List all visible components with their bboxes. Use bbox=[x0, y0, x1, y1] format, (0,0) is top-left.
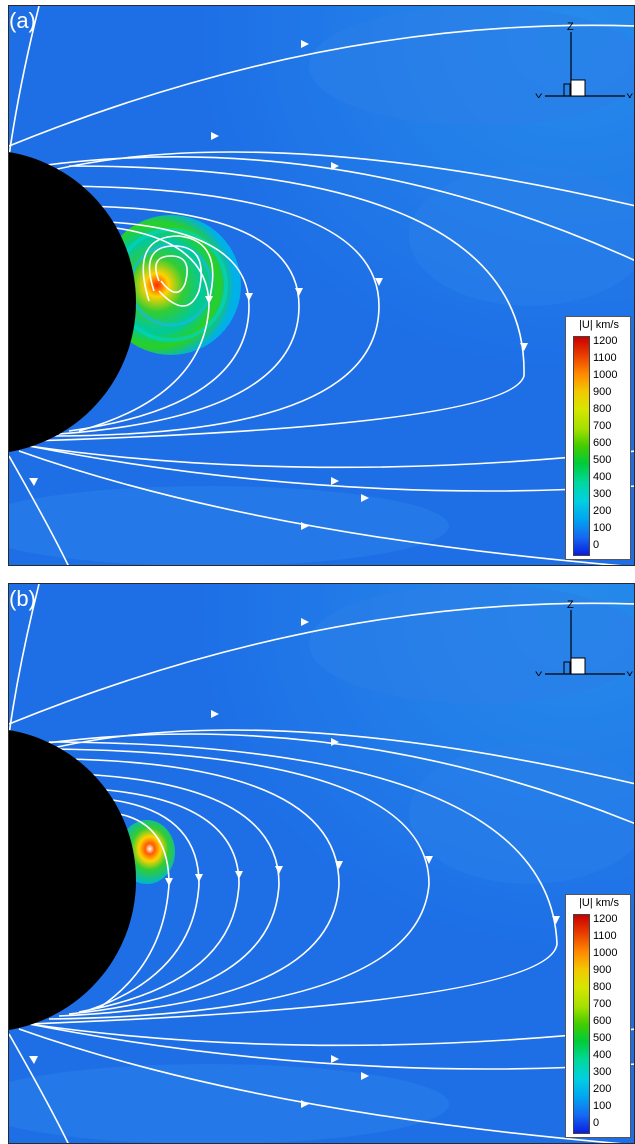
axis-x-label: X bbox=[626, 670, 634, 676]
legend-tick: 800 bbox=[593, 403, 612, 415]
axis-y-label: Y bbox=[535, 670, 543, 676]
legend-tick: 0 bbox=[593, 539, 600, 551]
legend-tick: 500 bbox=[593, 454, 612, 466]
legend-title-b: |U| km/s bbox=[579, 897, 619, 909]
axis-x-label: X bbox=[626, 92, 634, 98]
velocity-field-a bbox=[9, 6, 634, 565]
legend-tick: 700 bbox=[593, 420, 612, 432]
streamline-arrows-b bbox=[29, 618, 560, 1108]
color-legend-a: |U| km/s 1200 1100 1000 900 800 700 600 … bbox=[565, 316, 631, 560]
axis-y-label: Y bbox=[535, 92, 543, 98]
legend-colorbar-a bbox=[573, 336, 590, 556]
legend-tick: 200 bbox=[593, 1083, 612, 1095]
legend-tick: 400 bbox=[593, 1049, 612, 1061]
legend-tick: 400 bbox=[593, 471, 612, 483]
legend-title-a: |U| km/s bbox=[579, 319, 619, 331]
velocity-field-b bbox=[9, 584, 634, 1143]
legend-tick: 200 bbox=[593, 505, 612, 517]
legend-colorbar-b bbox=[573, 914, 590, 1134]
streamlines-a bbox=[9, 6, 634, 565]
streamline-arrows-a bbox=[29, 40, 528, 530]
legend-tick: 1100 bbox=[593, 930, 617, 942]
legend-tick: 0 bbox=[593, 1117, 600, 1129]
axis-triad-a: Z Y X bbox=[535, 21, 634, 98]
panel-label-b: (b) bbox=[9, 586, 36, 611]
panel-label-a: (a) bbox=[9, 8, 36, 33]
axis-z-label: Z bbox=[567, 599, 574, 611]
legend-tick: 900 bbox=[593, 386, 612, 398]
legend-tick: 100 bbox=[593, 522, 612, 534]
panel-a: (a) Z Y X |U| km/s 1200 1100 1000 900 80… bbox=[8, 5, 635, 566]
legend-tick: 800 bbox=[593, 981, 612, 993]
legend-tick-labels-a: 1200 1100 1000 900 800 700 600 500 400 3… bbox=[593, 336, 630, 556]
legend-tick: 700 bbox=[593, 998, 612, 1010]
legend-tick: 500 bbox=[593, 1032, 612, 1044]
streamlines-b bbox=[9, 584, 634, 1143]
planet-body-a bbox=[9, 152, 136, 452]
color-legend-b: |U| km/s 1200 1100 1000 900 800 700 600 … bbox=[565, 894, 631, 1138]
legend-tick: 900 bbox=[593, 964, 612, 976]
legend-tick: 1200 bbox=[593, 913, 618, 925]
axis-triad-b: Z Y X bbox=[535, 599, 634, 676]
planet-body-b bbox=[9, 730, 136, 1030]
legend-tick: 600 bbox=[593, 437, 612, 449]
legend-tick: 1000 bbox=[593, 369, 618, 381]
legend-tick-labels-b: 1200 1100 1000 900 800 700 600 500 400 3… bbox=[593, 914, 630, 1134]
panel-b: (b) Z Y X |U| km/s 1200 1100 1000 900 80… bbox=[8, 583, 635, 1144]
legend-tick: 1200 bbox=[593, 335, 618, 347]
legend-tick: 1000 bbox=[593, 947, 618, 959]
legend-tick: 1100 bbox=[593, 352, 617, 364]
legend-tick: 600 bbox=[593, 1015, 612, 1027]
axis-z-label: Z bbox=[567, 21, 574, 33]
legend-tick: 300 bbox=[593, 1066, 612, 1078]
legend-tick: 300 bbox=[593, 488, 612, 500]
legend-tick: 100 bbox=[593, 1100, 612, 1112]
